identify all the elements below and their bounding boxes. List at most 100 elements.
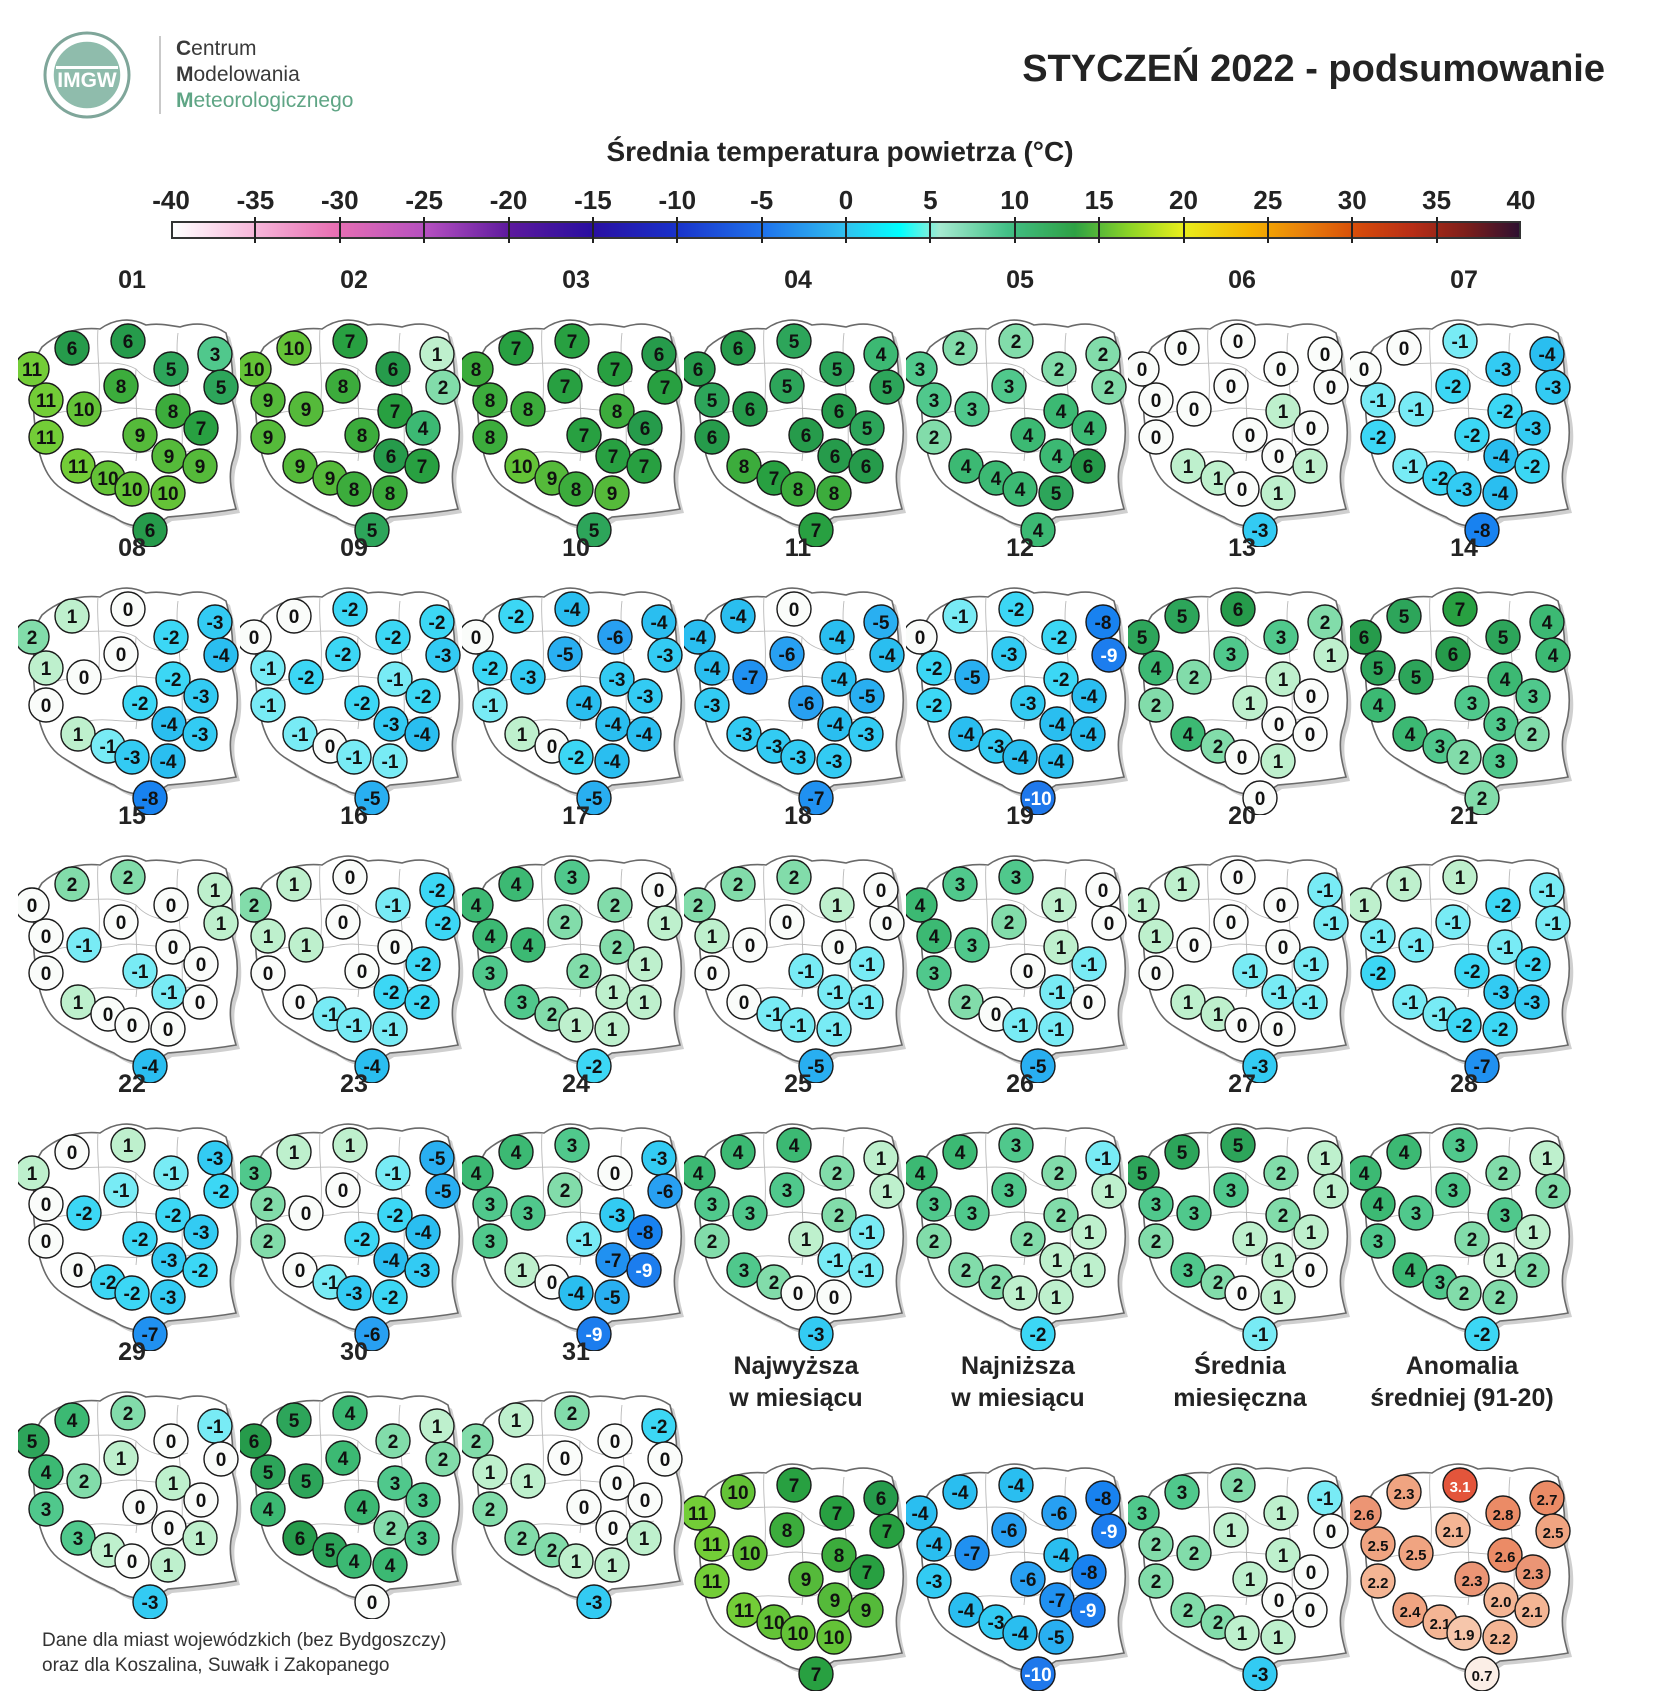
city-bubble: -4: [132, 1048, 168, 1083]
city-circle: [849, 678, 885, 714]
city-bubble: 4: [906, 887, 938, 923]
city-bubble: 1: [626, 1520, 662, 1556]
city-bubble: 2: [1464, 780, 1500, 815]
city-bubble: 2.5: [1398, 1535, 1434, 1571]
city-circle: [1386, 598, 1422, 634]
city-value: 1: [73, 725, 84, 746]
city-value: -6: [364, 1325, 381, 1346]
city-circle: [798, 1316, 834, 1351]
city-bubble: 0: [1164, 330, 1200, 366]
city-bubble: -1: [1292, 984, 1328, 1020]
city-circle: [325, 368, 361, 404]
city-circle: [250, 1491, 286, 1527]
city-bubble: -2: [66, 1195, 102, 1231]
city-circle: [869, 905, 905, 941]
city-circle: [1213, 636, 1249, 672]
city-value: -7: [1049, 1591, 1066, 1612]
city-circle: [684, 887, 716, 923]
city-value: 9: [195, 457, 206, 478]
city-value: 2.2: [1368, 1575, 1389, 1592]
city-circle: [1398, 927, 1434, 963]
city-bubble: 10: [720, 1474, 756, 1510]
city-circle: [203, 637, 239, 673]
city-circle: [1292, 716, 1328, 752]
city-circle: [1242, 512, 1278, 547]
city-value: 1: [1320, 1149, 1331, 1170]
city-value: 0: [1305, 725, 1316, 746]
city-value: 0: [782, 913, 793, 934]
city-bubble: 0: [906, 619, 938, 655]
city-circle: [114, 1007, 150, 1043]
city-bubble: -1: [1307, 872, 1343, 908]
city-circle: [594, 475, 630, 511]
city-circle: [1360, 419, 1396, 455]
city-bubble: 1: [276, 1134, 312, 1170]
city-value: 0: [338, 913, 349, 934]
city-circle: [288, 659, 324, 695]
city-bubble: -4: [1039, 706, 1075, 742]
city-circle: [991, 1172, 1027, 1208]
city-circle: [576, 512, 612, 547]
city-circle: [122, 685, 158, 721]
city-value: 1: [116, 1449, 127, 1470]
city-value: -3: [704, 696, 721, 717]
city-value: 0: [1189, 936, 1200, 957]
city-value: -7: [964, 1544, 981, 1565]
city-value: 0: [338, 1181, 349, 1202]
city-bubble: -3: [182, 716, 218, 752]
city-circle: [498, 598, 534, 634]
city-value: 7: [511, 339, 522, 360]
city-bubble: -3: [1242, 1048, 1278, 1083]
city-value: -3: [637, 687, 654, 708]
province-border: [1197, 448, 1321, 454]
city-circle: [250, 955, 286, 991]
city-bubble: 2.6: [1350, 1495, 1382, 1531]
city-circle: [1071, 1214, 1107, 1250]
city-circle: [1010, 685, 1046, 721]
city-value: 8: [793, 480, 804, 501]
city-value: -1: [1402, 457, 1419, 478]
city-value: 0: [67, 1143, 78, 1164]
scale-label: -15: [574, 185, 612, 215]
city-value: 3: [929, 964, 940, 985]
city-value: 11: [68, 457, 89, 478]
city-bubble: 0: [647, 1441, 683, 1477]
city-bubble: 0: [1292, 716, 1328, 752]
city-circle: [66, 1463, 102, 1499]
city-value: 4: [357, 1498, 368, 1519]
city-bubble: -4: [354, 1048, 390, 1083]
city-value: 7: [811, 521, 822, 542]
city-value: 2: [1527, 1261, 1538, 1282]
city-bubble: 8: [325, 368, 361, 404]
city-value: 0: [27, 896, 38, 917]
city-circle: [1260, 1619, 1296, 1655]
city-circle: [554, 323, 590, 359]
city-value: 2: [1151, 1572, 1162, 1593]
city-bubble: 4: [906, 1155, 938, 1191]
city-circle: [332, 1127, 368, 1163]
city-value: -2: [383, 983, 400, 1004]
city-value: 2: [1495, 1288, 1506, 1309]
city-value: 7: [390, 402, 401, 423]
city-value: 3: [485, 1195, 496, 1216]
city-bubble: 0: [776, 591, 812, 627]
city-value: 4: [1373, 1195, 1384, 1216]
city-circle: [54, 598, 90, 634]
city-value: -1: [1302, 993, 1319, 1014]
day-label: 23: [244, 1068, 464, 1100]
city-bubble: 8: [462, 351, 494, 387]
city-circle: [332, 591, 368, 627]
city-circle: [732, 1195, 768, 1231]
logo-line2-initial: M: [176, 63, 194, 86]
city-circle: [816, 475, 852, 511]
city-bubble: 2: [1514, 716, 1550, 752]
city-circle: [1293, 1214, 1329, 1250]
city-circle: [720, 598, 756, 634]
city-bubble: -4: [594, 743, 630, 779]
city-circle: [1091, 637, 1127, 673]
summary-title-line: 25: [784, 1070, 812, 1098]
city-bubble: -2: [1487, 393, 1523, 429]
city-value: -2: [1051, 628, 1068, 649]
city-bubble: 1: [419, 336, 455, 372]
